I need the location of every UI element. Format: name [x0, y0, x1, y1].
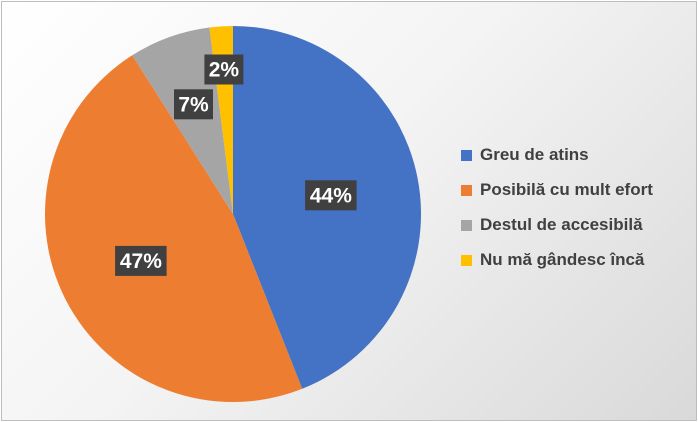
data-label-text: 7% — [178, 93, 209, 116]
data-label-box — [305, 180, 357, 211]
chart-legend: Greu de atins Posibilă cu mult efort Des… — [461, 142, 653, 282]
legend-swatch — [461, 149, 472, 161]
data-label-box — [115, 245, 167, 276]
legend-swatch — [461, 184, 472, 196]
legend-label: Nu mă gândesc încă — [480, 250, 645, 269]
pie-slice-posibila-cu-mult-efort — [44, 55, 303, 403]
legend-swatch — [461, 254, 472, 266]
data-label-text: 47% — [120, 250, 162, 273]
legend-item-greu-de-atins: Greu de atins — [461, 142, 653, 168]
legend-swatch — [461, 219, 472, 231]
legend-item-posibila-cu-mult-efort: Posibilă cu mult efort — [461, 177, 653, 203]
pie-data-labels: 44% 47% 7%2% — [115, 54, 357, 276]
data-label-box — [204, 54, 244, 85]
data-label-posibila-cu-mult-efort: 47% — [115, 245, 167, 276]
data-label-greu-de-atins: 44% — [305, 180, 357, 211]
data-label-text: 2% — [209, 59, 240, 82]
legend-label: Greu de atins — [480, 145, 589, 164]
data-label-text: 44% — [310, 184, 352, 207]
legend-label: Destul de accesibilă — [480, 215, 643, 234]
legend-label: Posibilă cu mult efort — [480, 180, 653, 199]
data-label-nu-ma-gandesc-inca: 2% — [204, 54, 244, 85]
legend-item-destul-de-accesibila: Destul de accesibilă — [461, 212, 653, 238]
data-label-box — [174, 89, 213, 120]
legend-item-nu-ma-gandesc-inca: Nu mă gândesc încă — [461, 247, 653, 273]
data-label-destul-de-accesibila: 7% — [174, 89, 213, 120]
